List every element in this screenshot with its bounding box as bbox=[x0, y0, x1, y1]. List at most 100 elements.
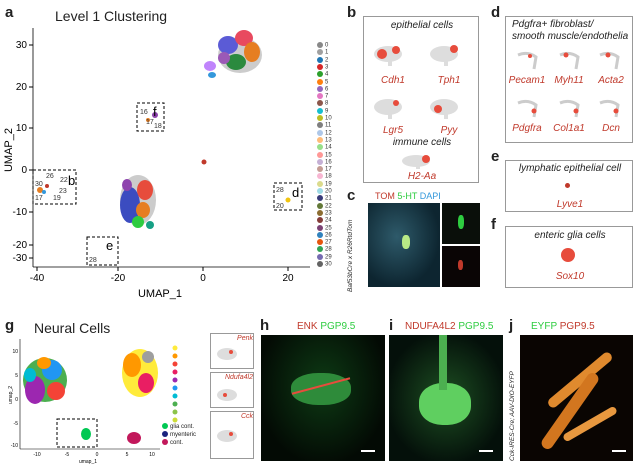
panel-e-title: lymphatic epithelial cell bbox=[518, 163, 622, 174]
cb0-text: 26 bbox=[46, 173, 54, 180]
cluster-legend-label: 16 bbox=[325, 159, 332, 166]
cluster-legend-item: 23 bbox=[317, 209, 332, 218]
ax1-text: -20 bbox=[111, 273, 126, 284]
cluster-legend-label: 3 bbox=[325, 64, 329, 71]
cluster-legend-label: 20 bbox=[325, 188, 332, 195]
cluster-legend-swatch bbox=[317, 136, 323, 143]
cluster-legend-label: 19 bbox=[325, 181, 332, 188]
stain-dapi: DAPI bbox=[419, 191, 441, 201]
cf1-text: 17 bbox=[146, 119, 154, 126]
panel-i-stains: NDUFA4L2 PGP9.5 bbox=[405, 321, 493, 332]
stain-5ht: 5-HT bbox=[397, 191, 418, 201]
gx2-text: 0 bbox=[96, 452, 99, 458]
panel-b-box: epithelial cells Cdh1 Tph1 Lgr5 Pyy immu… bbox=[363, 16, 479, 183]
gene-cck: Cck bbox=[240, 413, 253, 420]
cluster-legend-swatch bbox=[317, 144, 323, 151]
cf2-text: 18 bbox=[154, 123, 162, 130]
cluster-legend-label: 21 bbox=[325, 195, 332, 202]
cluster-legend-item: 27 bbox=[317, 239, 332, 247]
cluster-legend-item: 13 bbox=[317, 136, 332, 145]
panel-g-label: g bbox=[5, 317, 15, 334]
cluster-legend-item: 21 bbox=[317, 195, 332, 203]
gxlab-text: umap_1 bbox=[79, 459, 97, 465]
gene-acta2: Acta2 bbox=[598, 75, 624, 86]
cluster-legend-swatch bbox=[317, 253, 323, 260]
panel-j-label: j bbox=[509, 317, 514, 334]
stain-eyfp: EYFP bbox=[531, 321, 557, 332]
gy0-text: 10 bbox=[12, 349, 18, 355]
cb4-text: 17 bbox=[35, 195, 43, 202]
panel-d-minis bbox=[517, 51, 620, 118]
panel-f-title: enteric glia cells bbox=[534, 230, 606, 241]
gy1-text: 5 bbox=[15, 373, 18, 379]
legend-cont: cont. bbox=[162, 439, 196, 447]
panel-g-title: Neural Cells bbox=[34, 320, 111, 336]
ay0-text: 30 bbox=[16, 40, 28, 51]
abf-text: f bbox=[153, 104, 157, 119]
panel-f-blob bbox=[561, 248, 575, 262]
stain-tom: TOM bbox=[375, 191, 395, 201]
cluster-legend-label: 5 bbox=[325, 79, 329, 86]
cd0-text: 28 bbox=[276, 187, 284, 194]
cluster-legend-swatch bbox=[317, 166, 323, 173]
abe-text: e bbox=[106, 238, 113, 253]
cluster-legend-swatch bbox=[317, 56, 323, 63]
panel-e-dot bbox=[565, 183, 570, 188]
cluster-legend-swatch bbox=[317, 115, 323, 121]
side-panel-penk: Penk bbox=[210, 333, 254, 369]
gy2-text: 0 bbox=[15, 397, 18, 403]
ax0-text: -40 bbox=[30, 273, 45, 284]
cluster-legend-swatch bbox=[317, 85, 323, 92]
panel-c-label: c bbox=[347, 187, 356, 204]
ce0-text: 28 bbox=[89, 257, 97, 264]
panel-d-title-2: smooth muscle/endothelia bbox=[512, 31, 629, 42]
ay2-text: 10 bbox=[16, 123, 28, 134]
cluster-legend-label: 18 bbox=[325, 173, 332, 180]
cluster-legend-swatch bbox=[317, 209, 323, 216]
gene-h2-aa: H2-Aa bbox=[407, 171, 437, 182]
panel-c-green-image bbox=[442, 203, 480, 244]
cluster-legend-swatch bbox=[317, 180, 323, 187]
cluster-legend-swatch bbox=[317, 173, 323, 180]
cb3-text: 23 bbox=[59, 188, 67, 195]
gene-tph1: Tph1 bbox=[437, 75, 461, 86]
panel-a-umap: 30 20 10 0 -10 -20 -30 -40 -20 0 20 UMAP… bbox=[3, 28, 310, 300]
cluster-legend-swatch bbox=[317, 202, 323, 209]
gene-dcn: Dcn bbox=[602, 123, 620, 134]
stain-enk: ENK bbox=[297, 321, 318, 332]
cb1-text: 30 bbox=[35, 181, 43, 188]
ay6-text: -30 bbox=[13, 253, 28, 264]
ay1-text: 20 bbox=[16, 82, 28, 93]
cluster-legend-item: 7 bbox=[317, 93, 328, 101]
panel-e-label: e bbox=[491, 148, 500, 165]
panel-d-title-1: Pdgfra+ fibroblast/ bbox=[512, 19, 594, 30]
panel-i-image bbox=[389, 335, 503, 461]
cluster-legend-swatch bbox=[317, 239, 323, 246]
cluster-legend-label: 12 bbox=[325, 130, 332, 137]
cluster-legend-swatch bbox=[317, 158, 323, 165]
ay4-text: -10 bbox=[13, 207, 28, 218]
gene-pecam1: Pecam1 bbox=[508, 75, 546, 86]
cluster-legend-label: 6 bbox=[325, 86, 329, 93]
cluster-legend-swatch bbox=[317, 78, 323, 85]
cluster-legend-item: 29 bbox=[317, 253, 332, 262]
stain-pgp95-i: PGP9.5 bbox=[458, 321, 494, 332]
cluster-legend-item: 12 bbox=[317, 129, 332, 138]
cluster-legend-swatch bbox=[317, 107, 323, 114]
gene-cdh1: Cdh1 bbox=[381, 75, 405, 86]
panel-b-title: epithelial cells bbox=[390, 20, 454, 31]
panel-d-label: d bbox=[491, 4, 501, 21]
gy4-text: -10 bbox=[11, 443, 18, 449]
panel-c-side-wrap: Baf53bCre x R26RtdTom bbox=[347, 202, 356, 292]
cluster-legend-item: 3 bbox=[317, 63, 329, 72]
gx4-text: 10 bbox=[149, 452, 155, 458]
cluster-legend-label: 1 bbox=[325, 49, 329, 56]
gene-pdgfra: Pdgfra bbox=[512, 123, 542, 134]
gene-col1a1: Col1a1 bbox=[553, 123, 585, 134]
abb-text: b bbox=[68, 173, 75, 188]
cluster-legend-swatch bbox=[317, 231, 323, 238]
cluster-legend-label: 2 bbox=[325, 57, 329, 64]
panel-b-immune-title: immune cells bbox=[392, 137, 452, 148]
gene-sox10: Sox10 bbox=[555, 271, 585, 282]
cluster-legend-label: 10 bbox=[325, 115, 332, 122]
